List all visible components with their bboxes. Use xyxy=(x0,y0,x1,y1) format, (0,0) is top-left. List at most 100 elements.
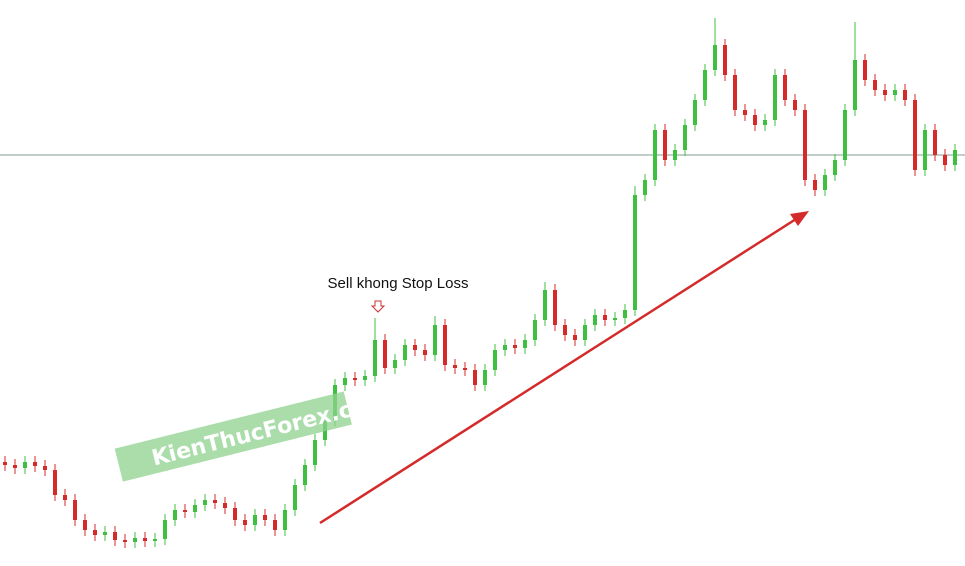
candle-body xyxy=(173,510,177,520)
candle-body xyxy=(453,365,457,368)
candle-body xyxy=(393,360,397,368)
candle-body xyxy=(743,110,747,115)
candle-body xyxy=(863,60,867,80)
candle-body xyxy=(943,155,947,165)
candle-body xyxy=(403,345,407,360)
candle-body xyxy=(573,335,577,340)
candle-body xyxy=(643,180,647,195)
candle-body xyxy=(63,495,67,500)
candle-body xyxy=(933,130,937,155)
candle-body xyxy=(43,466,47,470)
candle-body xyxy=(343,378,347,385)
candle-body xyxy=(73,500,77,520)
candle-body xyxy=(633,195,637,310)
candle-body xyxy=(423,350,427,355)
candle-body xyxy=(243,520,247,525)
candle-body xyxy=(903,90,907,100)
candle-body xyxy=(733,75,737,110)
watermark-text: KienThucForex.com xyxy=(149,388,391,471)
candle-body xyxy=(723,45,727,75)
candle-body xyxy=(883,90,887,95)
candle-body xyxy=(233,508,237,520)
candle-body xyxy=(33,462,37,466)
candle-body xyxy=(283,510,287,530)
candle-body xyxy=(893,90,897,95)
candle-body xyxy=(303,465,307,485)
annotation-arrow xyxy=(370,300,386,313)
candle-body xyxy=(213,500,217,503)
candle-body xyxy=(123,540,127,542)
candle-body xyxy=(533,320,537,340)
candle-body xyxy=(143,538,147,541)
candle-body xyxy=(493,350,497,370)
candle-body xyxy=(93,530,97,535)
candle-body xyxy=(133,538,137,542)
candle-body xyxy=(83,520,87,530)
candle-body xyxy=(613,318,617,320)
candle-body xyxy=(663,130,667,160)
candle-body xyxy=(113,532,117,540)
candle-body xyxy=(713,45,717,70)
candle-body xyxy=(163,520,167,539)
candle-body xyxy=(263,515,267,520)
candle-body xyxy=(223,503,227,508)
candle-body xyxy=(923,130,927,170)
candle-body xyxy=(353,378,357,380)
watermark: KienThucForex.com xyxy=(114,388,391,482)
candle-body xyxy=(813,180,817,190)
candle-body xyxy=(583,325,587,340)
watermark-box xyxy=(114,391,352,482)
candle-body xyxy=(543,290,547,320)
candle-body xyxy=(433,325,437,355)
candle-body xyxy=(623,310,627,318)
candle-body xyxy=(253,515,257,525)
candle-body xyxy=(473,370,477,385)
candle-body xyxy=(833,160,837,175)
candle-body xyxy=(13,465,17,468)
candle-body xyxy=(53,470,57,495)
candle-body xyxy=(763,120,767,125)
candle-body xyxy=(793,100,797,110)
candle-body xyxy=(603,315,607,320)
candle-body xyxy=(803,110,807,180)
candle-body xyxy=(463,368,467,370)
candle-body xyxy=(823,175,827,190)
candle-body xyxy=(703,70,707,100)
annotation: Sell khong Stop Loss xyxy=(328,275,469,292)
candle-body xyxy=(563,325,567,335)
candle-body xyxy=(313,440,317,465)
trend-arrow-shaft xyxy=(319,217,797,525)
candle-body xyxy=(593,315,597,325)
candle-body xyxy=(523,340,527,348)
candle-body xyxy=(513,345,517,348)
candle-body xyxy=(373,340,377,376)
candle-body xyxy=(853,60,857,110)
candle-body xyxy=(553,290,557,325)
candle-body xyxy=(23,462,27,468)
candle-body xyxy=(273,520,277,530)
candle-body xyxy=(503,345,507,350)
candle-body xyxy=(693,100,697,125)
candle-body xyxy=(443,325,447,365)
candle-body xyxy=(183,510,187,512)
candle-body xyxy=(873,80,877,90)
candle-body xyxy=(783,75,787,100)
candle-body xyxy=(153,539,157,541)
candle-body xyxy=(383,340,387,368)
candle-body xyxy=(103,532,107,535)
candle-body xyxy=(483,370,487,385)
candle-body xyxy=(203,500,207,505)
candle-body xyxy=(673,150,677,160)
candle-body xyxy=(753,115,757,125)
candle-body xyxy=(413,345,417,350)
candle-body xyxy=(683,125,687,150)
candle-body xyxy=(3,462,7,465)
candle-body xyxy=(773,75,777,120)
candle-body xyxy=(653,130,657,180)
candle-body xyxy=(293,485,297,510)
trend-arrow-head xyxy=(790,211,809,226)
candle-body xyxy=(363,376,367,380)
candle-body xyxy=(193,505,197,512)
